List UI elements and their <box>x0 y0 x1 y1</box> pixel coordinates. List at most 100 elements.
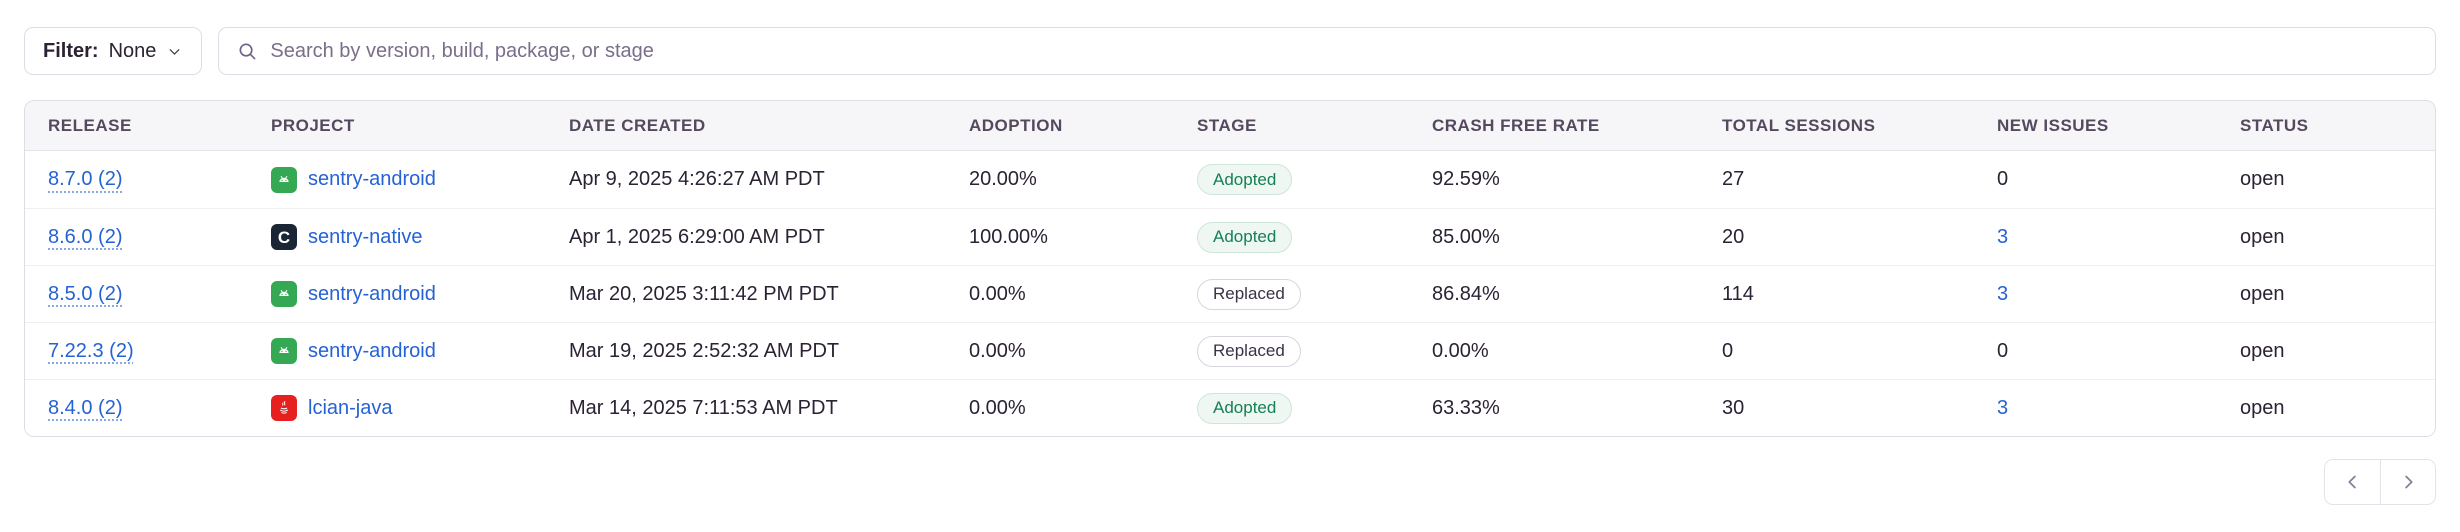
total-sessions-cell: 114 <box>1722 282 1754 305</box>
java-icon <box>271 395 297 421</box>
new-issues-cell: 0 <box>1997 340 2240 363</box>
adoption-cell: 20.00% <box>969 168 1037 190</box>
new-issues-link[interactable]: 3 <box>1997 282 2009 305</box>
android-icon <box>271 166 297 193</box>
project-link[interactable]: sentry-android <box>308 282 436 305</box>
pagination <box>24 459 2436 505</box>
stage-cell: Adopted <box>1197 392 1432 424</box>
new-issues-cell: 3 <box>1997 226 2240 249</box>
stage-badge: Replaced <box>1197 278 1301 310</box>
stage-cell: Replaced <box>1197 278 1432 310</box>
project-cell: sentry-android <box>271 338 569 364</box>
stage-badge: Replaced <box>1197 335 1301 367</box>
adoption-cell: 0.00% <box>969 339 1026 362</box>
date-created-cell: Mar 19, 2025 2:52:32 AM PDT <box>569 339 840 362</box>
table-row: 8.6.0 (2) C sentry-native Apr 1, 2025 6:… <box>25 208 2435 265</box>
project-cell: lcian-java <box>271 395 569 421</box>
column-header: Stage <box>1197 115 1257 135</box>
new-issues-value: 0 <box>1997 339 2009 362</box>
crash-free-rate-cell: 86.84% <box>1432 282 1500 305</box>
new-issues-cell: 3 <box>1997 283 2240 306</box>
crash-free-rate-cell: 0.00% <box>1432 339 1489 362</box>
date-created-cell: Mar 14, 2025 7:11:53 AM PDT <box>569 396 838 419</box>
status-cell: open <box>2240 339 2285 362</box>
filter-value: None <box>108 39 157 62</box>
total-sessions-cell: 20 <box>1722 225 1745 248</box>
filter-dropdown-button[interactable]: Filter: None <box>24 27 203 75</box>
adoption-cell: 0.00% <box>969 396 1026 419</box>
table-row: 8.4.0 (2) lcian-java Mar 14, 2025 7:11:5… <box>25 379 2435 436</box>
total-sessions-cell: 30 <box>1722 396 1745 419</box>
status-cell: open <box>2240 168 2285 190</box>
status-cell: open <box>2240 282 2285 305</box>
crash-free-rate-cell: 63.33% <box>1432 396 1500 419</box>
adoption-cell: 100.00% <box>969 225 1048 248</box>
crash-free-rate-cell: 85.00% <box>1432 225 1500 248</box>
table-row: 8.7.0 (2) sentry-android Apr 9, 2025 4:2… <box>25 151 2435 208</box>
date-created-cell: Mar 20, 2025 3:11:42 PM PDT <box>569 282 839 305</box>
adoption-cell: 0.00% <box>969 282 1026 305</box>
column-header: New Issues <box>1997 115 2109 135</box>
release-cell: 8.7.0 (2) <box>48 168 271 191</box>
filter-label: Filter: <box>43 39 99 62</box>
column-header: Crash Free Rate <box>1432 115 1600 135</box>
new-issues-value: 0 <box>1997 168 2009 190</box>
stage-badge: Adopted <box>1197 164 1293 195</box>
stage-cell: Adopted <box>1197 164 1432 195</box>
table-header: Release Project Date Created Adoption Stage C… <box>25 101 2435 151</box>
c-icon: C <box>271 224 297 250</box>
new-issues-link[interactable]: 3 <box>1997 396 2009 419</box>
project-link[interactable]: sentry-android <box>308 168 436 190</box>
new-issues-cell: 0 <box>1997 168 2240 191</box>
release-cell: 8.4.0 (2) <box>48 397 271 420</box>
column-header: Project <box>271 115 355 135</box>
release-cell: 8.6.0 (2) <box>48 226 271 249</box>
project-link[interactable]: lcian-java <box>308 396 393 419</box>
release-link[interactable]: 8.4.0 (2) <box>48 396 123 419</box>
crash-free-rate-cell: 92.59% <box>1432 168 1500 190</box>
toolbar: Filter: None <box>24 27 2436 75</box>
column-header: Adoption <box>969 115 1063 135</box>
next-page-button[interactable] <box>2380 460 2435 504</box>
release-cell: 7.22.3 (2) <box>48 340 271 363</box>
release-link[interactable]: 8.6.0 (2) <box>48 225 123 248</box>
column-header: Total Sessions <box>1722 115 1876 135</box>
table-row: 8.5.0 (2) sentry-android Mar 20, 2025 3:… <box>25 265 2435 322</box>
column-header: Date Created <box>569 115 706 135</box>
total-sessions-cell: 0 <box>1722 339 1734 362</box>
releases-table: Release Project Date Created Adoption Stage C… <box>24 100 2436 437</box>
project-cell: sentry-android <box>271 166 569 193</box>
project-cell: sentry-android <box>271 281 569 307</box>
search-bar[interactable] <box>218 27 2436 75</box>
stage-cell: Replaced <box>1197 335 1432 367</box>
previous-page-button[interactable] <box>2325 460 2380 504</box>
status-cell: open <box>2240 396 2285 419</box>
column-header: Status <box>2240 115 2309 135</box>
android-icon <box>271 281 297 307</box>
stage-badge: Adopted <box>1197 221 1293 253</box>
android-icon <box>271 338 297 364</box>
release-link[interactable]: 8.7.0 (2) <box>48 168 123 190</box>
table-row: 7.22.3 (2) sentry-android Mar 19, 2025 2… <box>25 322 2435 379</box>
stage-badge: Adopted <box>1197 392 1293 424</box>
new-issues-link[interactable]: 3 <box>1997 225 2009 248</box>
chevron-left-icon <box>2342 471 2364 493</box>
status-cell: open <box>2240 225 2285 248</box>
search-input[interactable] <box>270 39 2417 63</box>
date-created-cell: Apr 9, 2025 4:26:27 AM PDT <box>569 168 825 190</box>
release-cell: 8.5.0 (2) <box>48 283 271 306</box>
project-link[interactable]: sentry-native <box>308 225 423 248</box>
release-link[interactable]: 8.5.0 (2) <box>48 282 123 305</box>
project-link[interactable]: sentry-android <box>308 339 436 362</box>
pagination-button-group <box>2324 459 2436 505</box>
column-header: Release <box>48 115 132 135</box>
release-link[interactable]: 7.22.3 (2) <box>48 339 134 362</box>
new-issues-cell: 3 <box>1997 397 2240 420</box>
date-created-cell: Apr 1, 2025 6:29:00 AM PDT <box>569 225 825 248</box>
chevron-right-icon <box>2397 471 2419 493</box>
chevron-down-icon <box>166 43 183 60</box>
project-cell: C sentry-native <box>271 224 569 250</box>
table-body: 8.7.0 (2) sentry-android Apr 9, 2025 4:2… <box>25 151 2435 436</box>
total-sessions-cell: 27 <box>1722 168 1745 190</box>
stage-cell: Adopted <box>1197 221 1432 253</box>
